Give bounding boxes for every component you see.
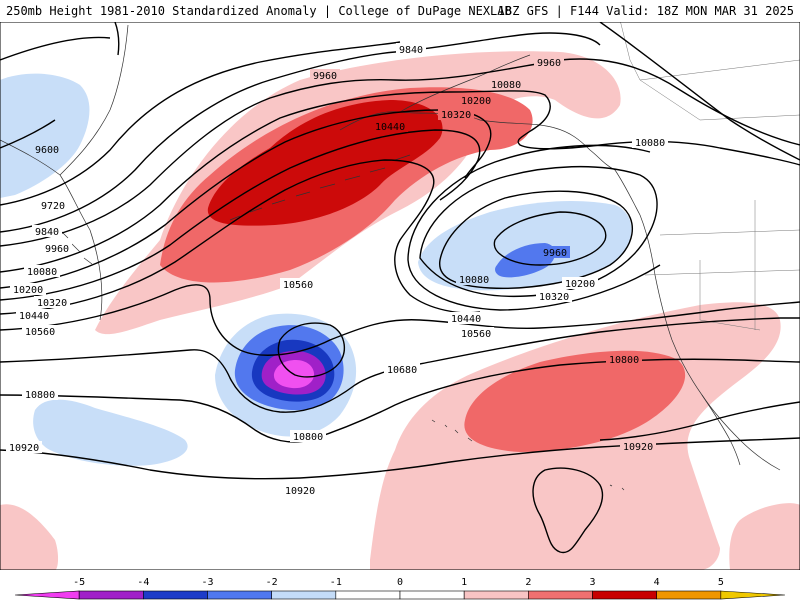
contour-9840 (0, 32, 601, 233)
contour-label-10080-top: 10080 (491, 80, 521, 91)
colorbar-segment (463, 590, 529, 600)
contour-label-10920-west: 10920 (9, 443, 39, 454)
contour-10200 (0, 109, 492, 289)
contour-10320 (0, 129, 481, 301)
contour-10320-low-b (407, 259, 661, 311)
positive-anomaly-2-south (464, 350, 686, 452)
colorbar-segment (207, 590, 272, 600)
colorbar-tick-label: -3 (201, 577, 213, 588)
central-pacific-islands (609, 484, 625, 491)
contour-label-10680: 10680 (387, 365, 417, 376)
model-valid-time: 18Z GFS | F144 Valid: 18Z MON MAR 31 202… (497, 4, 794, 18)
colorbar-tick-label: -5 (73, 577, 85, 588)
contour-label-10320-west: 10320 (37, 298, 67, 309)
contour-label-10200-trough: 10200 (565, 279, 595, 290)
alaska-coastline (339, 54, 616, 171)
geography-outlines (0, 22, 800, 491)
colorbar-segments (14, 590, 786, 600)
contour-10920-east (599, 401, 800, 441)
asia-coastline (0, 24, 129, 321)
contour-label-10200-west: 10200 (13, 285, 43, 296)
contour-label-10560-west: 10560 (25, 327, 55, 338)
contour-label-10920-east: 10920 (623, 442, 653, 453)
contour-label-9960-west: 9960 (45, 244, 69, 255)
contour-10920-south-loop (532, 467, 604, 554)
colorbar-tick-label: 1 (461, 577, 467, 588)
contour-label-10920-center: 10920 (285, 486, 315, 497)
contour-label-10440-west: 10440 (19, 311, 49, 322)
colorbar-ticks: -5 -4 -3 -2 -1 0 1 2 3 4 5 (73, 577, 724, 588)
contour-label-9960-top: 9960 (313, 71, 337, 82)
contour-label-10800-west: 10800 (25, 390, 55, 401)
contour-10680-low-inner (277, 322, 346, 378)
contour-label-10080-trough: 10080 (459, 275, 489, 286)
contour-10440 (0, 159, 481, 315)
colorbar-segment (143, 590, 208, 600)
colorbar-segment (271, 590, 337, 600)
colorbar-segment (335, 590, 401, 600)
contour-10560 (0, 284, 800, 356)
contour-top-right (599, 22, 800, 161)
negative-anomaly-1-southwest (33, 399, 188, 466)
colorbar-segment (528, 590, 593, 600)
negative-anomaly-1-trough (418, 200, 632, 291)
contour-10920 (0, 437, 800, 480)
colorbar-tick-label: 0 (397, 577, 403, 588)
colorbar-tick-label: -2 (266, 577, 278, 588)
colorbar-tick-label: 3 (589, 577, 595, 588)
contour-label-10200-top: 10200 (461, 96, 491, 107)
colorbar-segment (399, 590, 465, 600)
colorbar-segment (720, 590, 786, 600)
contour-label-10800-center: 10800 (293, 432, 323, 443)
colorbar-tick-label: 4 (654, 577, 660, 588)
colorbar-segment (656, 590, 722, 600)
contour-label-9840-top: 9840 (399, 45, 423, 56)
contour-9720 (0, 41, 401, 206)
contour-label-10440-top: 10440 (375, 122, 405, 133)
contour-label-10320-top: 10320 (441, 110, 471, 121)
contour-9960 (0, 58, 800, 247)
contour-9600 (0, 119, 56, 149)
colorbar-tick-label: -1 (330, 577, 342, 588)
contour-10680 (0, 317, 800, 413)
political-borders (620, 22, 800, 331)
contour-label-10800-east: 10800 (609, 355, 639, 366)
map-header: 250mb Height 1981-2010 Standardized Anom… (0, 0, 800, 22)
colorbar-segment (78, 590, 144, 600)
negative-anomaly-1-northwest (0, 73, 90, 198)
contour-label-10080-west: 10080 (27, 267, 57, 278)
contour-10080-low (439, 190, 634, 289)
baja-california (701, 394, 741, 466)
anomaly-map: 9840 9960 9960 10080 10200 10320 10440 9… (0, 22, 800, 570)
contour-label-9720-west: 9720 (41, 201, 65, 212)
contour-10320-low (407, 144, 651, 261)
contour-9600-top (0, 36, 111, 61)
aleutian-islands (229, 154, 411, 221)
contour-label-10080-east: 10080 (635, 138, 665, 149)
contour-label-10440-trough: 10440 (451, 314, 481, 325)
contour-label-9960-trough: 9960 (543, 248, 567, 259)
colorbar-tick-label: -4 (137, 577, 149, 588)
contour-10800 (0, 358, 800, 443)
colorbar-tick-label: 5 (718, 577, 724, 588)
contour-label-9960-right: 9960 (537, 58, 561, 69)
contour-label-10560-center: 10560 (283, 280, 313, 291)
contour-label-10320-trough: 10320 (539, 292, 569, 303)
contour-10200-low (419, 165, 658, 298)
hawaiian-islands (431, 419, 473, 442)
height-contours (0, 22, 800, 554)
colorbar-segment (592, 590, 657, 600)
map-title: 250mb Height 1981-2010 Standardized Anom… (6, 4, 512, 18)
contour-label-9840-west: 9840 (35, 227, 59, 238)
colorbar-segment (14, 590, 80, 600)
positive-anomaly-1-southeast (729, 503, 800, 570)
contour-top-arc (114, 22, 120, 56)
colorbar-tick-label: 2 (525, 577, 531, 588)
anomaly-colorbar: -5 -4 -3 -2 -1 0 1 2 3 4 5 (14, 577, 786, 600)
contour-label-10560-trough: 10560 (461, 329, 491, 340)
contour-label-9600-west: 9600 (35, 145, 59, 156)
contour-labels: 9840 9960 9960 10080 10200 10320 10440 9… (6, 43, 668, 497)
contour-9960-low (493, 211, 607, 266)
positive-anomaly-1-southwest (0, 504, 59, 570)
